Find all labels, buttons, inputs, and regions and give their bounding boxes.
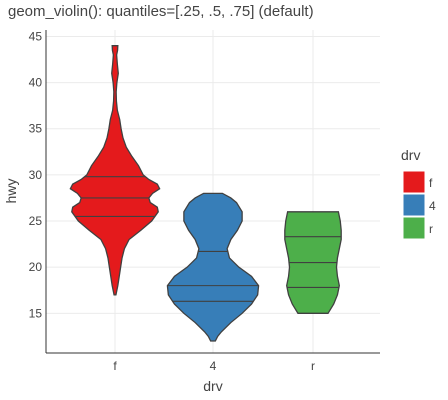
y-tick-label: 30 [29,168,43,182]
legend-swatch-4 [403,194,425,216]
y-tick-label: 45 [29,29,43,43]
y-tick-label: 25 [29,214,43,228]
legend-label-r: r [429,222,433,236]
x-tick-label: 4 [210,359,217,373]
violins [70,46,341,341]
x-tick-label: f [113,359,117,373]
y-axis-ticks: 15 20 25 30 35 40 45 [29,29,43,320]
y-axis-title: hwy [3,179,19,204]
x-tick-label: r [311,359,315,373]
chart-title: geom_violin(): quantiles=[.25, .5, .75] … [8,3,314,20]
y-tick-label: 40 [29,76,43,90]
legend-label-4: 4 [429,199,436,213]
x-axis-ticks: f 4 r [113,359,315,373]
legend: drv f 4 r [401,147,436,239]
legend-swatch-f [403,171,425,193]
legend-label-f: f [429,176,433,190]
legend-title: drv [401,147,420,163]
y-tick-label: 20 [29,260,43,274]
legend-swatch-r [403,217,425,239]
x-axis-title: drv [203,378,222,394]
y-tick-label: 35 [29,122,43,136]
legend-items: f 4 r [403,171,436,239]
y-tick-label: 15 [29,306,43,320]
